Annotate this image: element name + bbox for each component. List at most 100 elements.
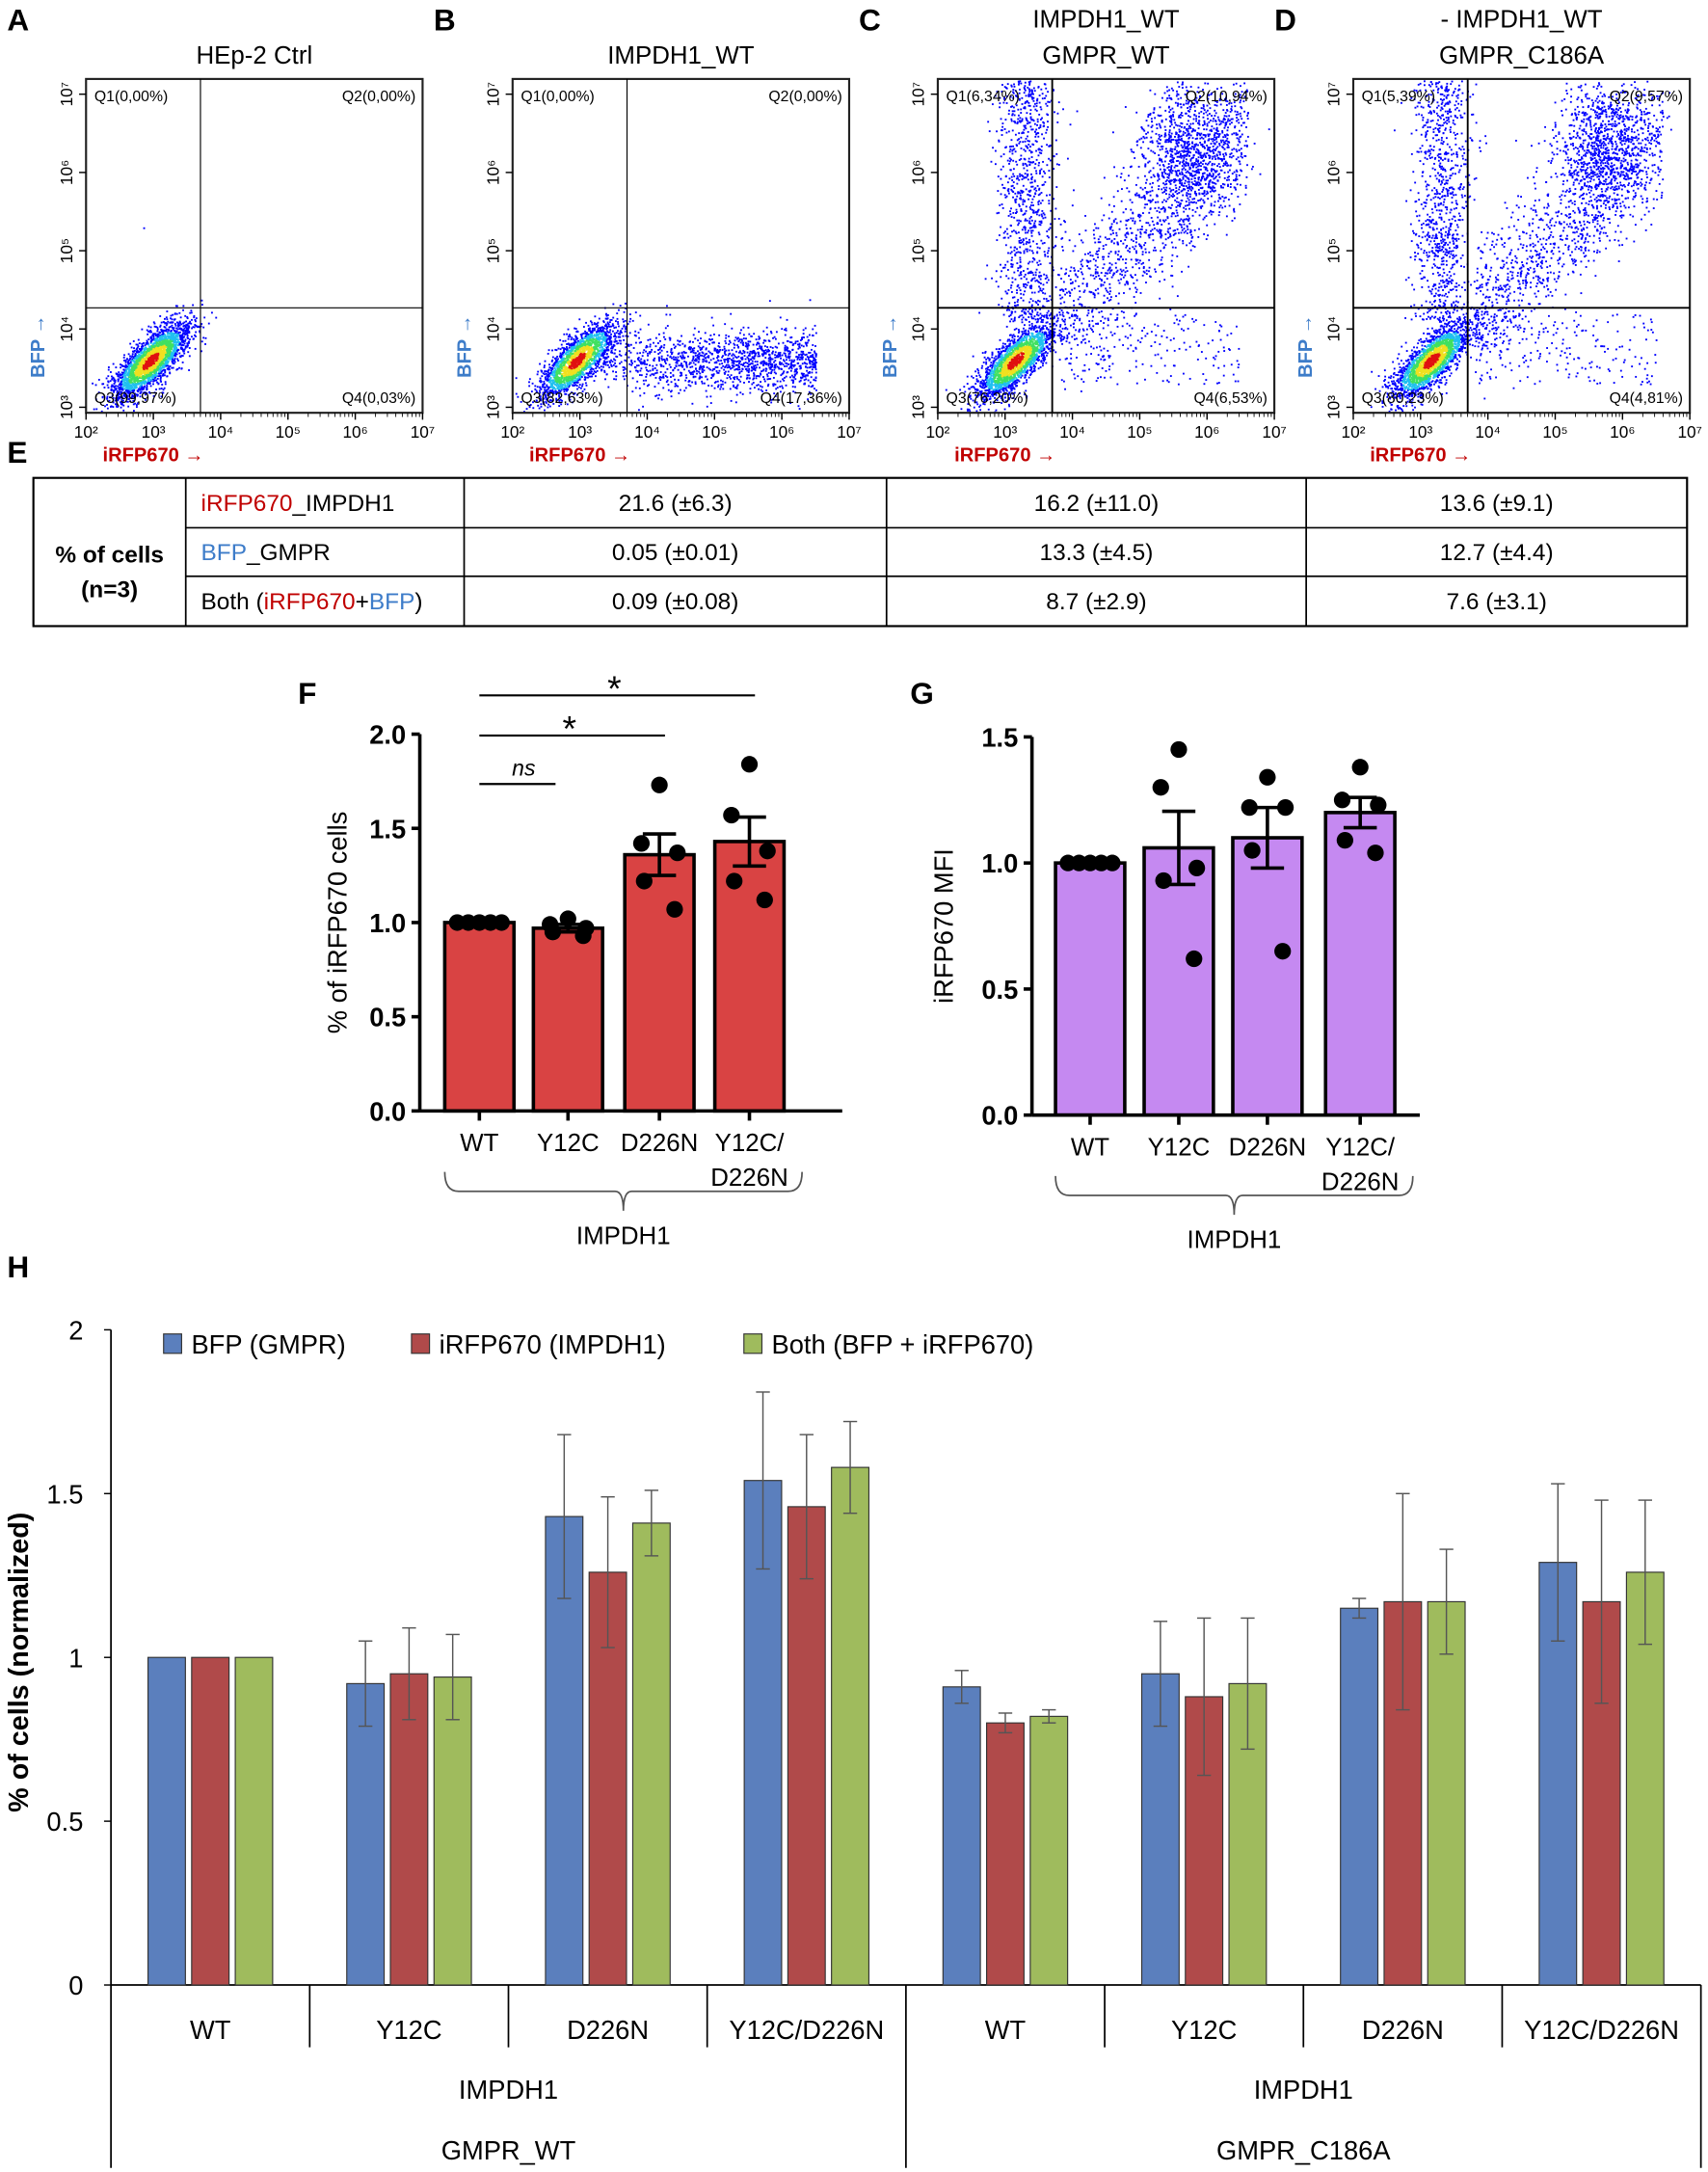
event-dot [694,352,697,355]
event-dot [135,348,138,351]
event-dot [188,342,190,344]
event-dot [123,360,125,362]
event-dot [127,389,130,392]
event-dot [566,384,569,386]
event-dot [144,376,146,379]
event-dot [169,346,172,349]
event-dot [561,373,564,376]
event-dot [580,344,583,347]
event-dot [97,378,100,381]
event-dot [598,341,600,344]
event-dot [569,360,572,362]
event-dot [153,339,156,342]
event-dot [662,365,665,368]
event-dot [614,320,617,323]
event-dot [119,388,121,390]
event-dot [152,383,154,386]
event-dot [558,377,561,380]
event-dot [127,387,130,389]
event-dot [125,385,128,388]
event-dot [765,363,768,366]
event-dot [174,355,177,358]
event-dot [540,369,543,372]
event-dot [580,335,583,338]
event-dot [578,372,581,375]
event-dot [137,366,140,368]
event-dot [136,355,139,357]
event-dot [207,322,210,325]
event-dot [134,402,137,405]
event-dot [582,346,585,349]
event-dot [125,380,128,382]
event-dot [570,369,573,372]
event-dot [181,338,183,341]
event-dot [143,371,145,374]
event-dot [586,348,588,351]
event-dot [150,367,152,370]
event-dot [630,363,633,366]
event-dot [150,347,153,350]
event-dot [138,342,141,345]
event-dot [774,337,777,340]
event-dot [577,345,580,348]
event-dot [628,320,631,323]
event-dot [178,352,181,355]
event-dot [118,378,120,381]
event-dot [582,342,585,345]
event-dot [605,326,608,329]
event-dot [558,405,561,408]
event-dot [548,363,550,366]
event-dot [164,346,166,348]
event-dot [571,343,574,346]
event-dot [147,330,149,333]
event-dot [684,374,687,377]
event-dot [580,356,583,359]
event-dot [154,335,157,336]
event-dot [609,319,612,321]
event-dot [120,363,121,366]
event-dot [574,353,577,356]
event-dot [94,398,97,401]
event-dot [618,325,620,328]
event-dot [137,362,140,365]
event-dot [194,334,196,336]
event-dot [564,362,567,364]
event-dot [582,332,585,335]
event-dot [628,332,631,335]
event-dot [539,387,542,389]
event-dot [565,376,568,379]
event-dot [568,349,571,352]
event-dot [568,356,571,359]
event-dot [170,359,173,361]
event-dot [160,388,163,389]
event-dot [167,361,169,362]
event-dot [163,387,166,389]
event-dot [802,375,805,378]
event-dot [114,385,117,388]
event-dot [603,353,606,355]
event-dot [192,304,195,307]
event-dot [159,367,162,370]
event-dot [587,360,590,362]
event-dot [160,343,163,346]
event-dot [610,325,613,328]
event-dot [172,340,174,343]
event-dot [138,382,141,385]
event-dot [580,366,582,368]
event-dot [162,357,165,360]
event-dot [186,324,189,327]
event-dot [560,365,563,367]
event-dot [573,357,575,360]
event-dot [577,375,580,378]
event-dot [579,357,582,360]
event-dot [160,321,163,324]
event-dot [161,384,164,386]
event-dot [767,348,770,351]
event-dot [571,350,574,353]
event-dot [186,316,189,318]
event-dot [147,353,149,355]
event-dot [588,330,591,332]
event-dot [127,360,130,362]
event-dot [133,389,136,391]
event-dot [593,348,596,351]
